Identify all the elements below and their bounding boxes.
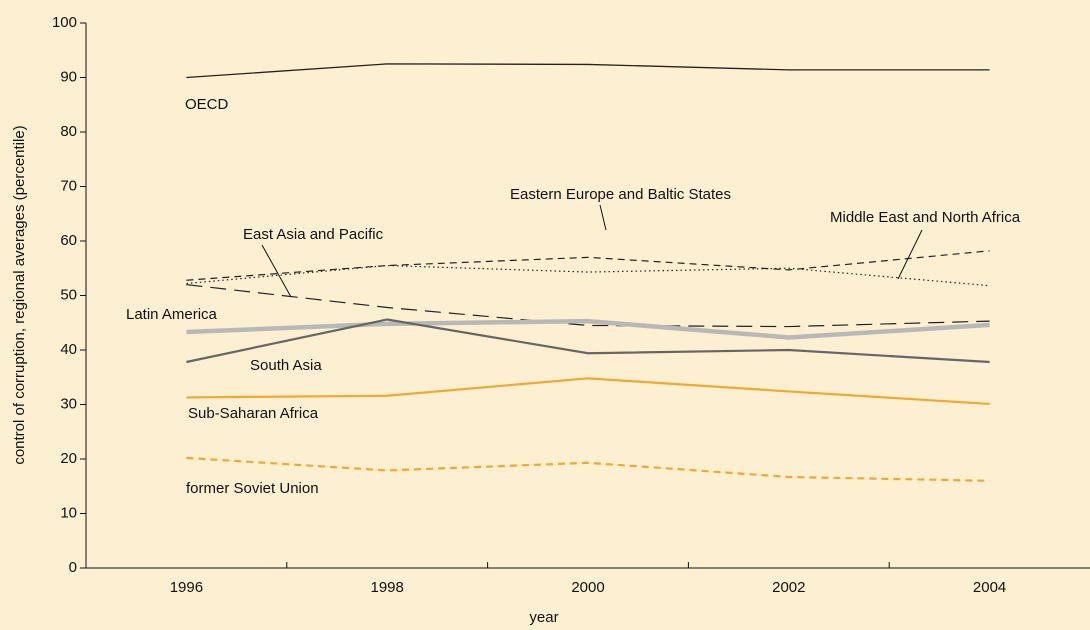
- x-tick-label: 2000: [571, 579, 604, 596]
- series-line: [186, 456, 990, 482]
- series-label: East Asia and Pacific: [243, 226, 384, 243]
- series-line: [186, 250, 990, 281]
- series-label: former Soviet Union: [186, 480, 319, 497]
- y-tick-label: 0: [69, 559, 77, 576]
- x-tick-label: 2004: [973, 579, 1006, 596]
- series-line: [186, 264, 990, 287]
- series-line: [186, 63, 990, 79]
- leader-line: [261, 244, 292, 298]
- series-label: South Asia: [250, 357, 322, 374]
- y-tick-label: 50: [60, 286, 77, 303]
- y-tick-label: 30: [60, 395, 77, 412]
- series-line: [186, 318, 990, 340]
- y-tick-label: 100: [52, 14, 77, 31]
- y-tick-label: 40: [60, 341, 77, 358]
- x-axis-label: year: [529, 609, 558, 626]
- series-line: [186, 377, 990, 406]
- series-label: Middle East and North Africa: [830, 209, 1021, 226]
- x-tick-label: 2002: [772, 579, 805, 596]
- leader-line: [599, 204, 607, 231]
- y-tick-label: 70: [60, 177, 77, 194]
- series-label: Eastern Europe and Baltic States: [510, 186, 731, 203]
- leader-line: [897, 229, 923, 280]
- y-tick-label: 60: [60, 232, 77, 249]
- y-tick-label: 10: [60, 504, 77, 521]
- series-label: Latin America: [126, 306, 218, 323]
- x-tick-label: 1998: [371, 579, 404, 596]
- series-line: [186, 284, 990, 328]
- series-label: Sub-Saharan Africa: [188, 405, 319, 422]
- y-tick-label: 20: [60, 450, 77, 467]
- y-tick-label: 90: [60, 68, 77, 85]
- x-tick-label: 1996: [170, 579, 203, 596]
- series-line: [186, 318, 990, 364]
- series-label: OECD: [185, 96, 229, 113]
- y-tick-label: 80: [60, 123, 77, 140]
- y-axis-label: control of corruption, regional averages…: [11, 125, 28, 464]
